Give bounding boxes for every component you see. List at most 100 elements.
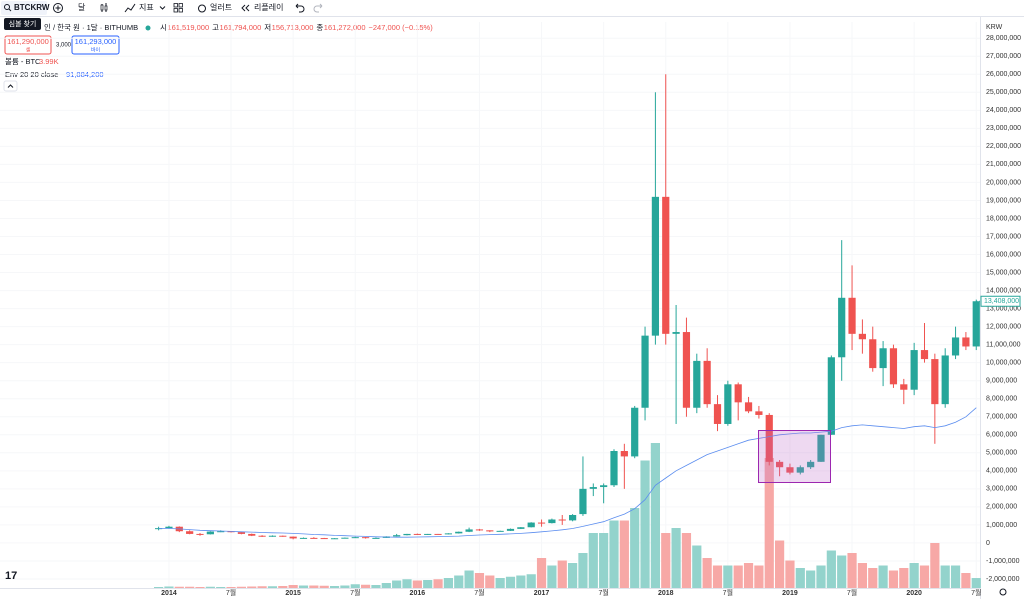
volume-bar xyxy=(723,565,733,588)
symbol-button[interactable] xyxy=(1,1,47,15)
volume-bar xyxy=(443,578,453,588)
volume-bar xyxy=(640,460,650,588)
x-tick-label: 7월 xyxy=(723,588,733,597)
candle-body xyxy=(734,384,742,403)
layout-icon[interactable] xyxy=(173,3,183,13)
candle-body xyxy=(713,404,722,424)
candle-body xyxy=(258,535,266,537)
candle-body xyxy=(341,537,349,539)
y-tick-label: 7,000,000 xyxy=(986,414,1017,421)
candle-body xyxy=(268,535,277,537)
x-tick-label: 7월 xyxy=(474,588,484,597)
candle-body xyxy=(248,533,256,536)
y-tick-label: 20,000,000 xyxy=(986,179,1021,186)
ohlc-key: 고 xyxy=(212,23,219,32)
plot xyxy=(155,74,980,540)
volume-bar xyxy=(847,553,857,588)
volume-bar xyxy=(174,586,184,588)
sell-label: 셀 xyxy=(26,46,31,53)
volume-bar xyxy=(806,570,816,588)
candle-body xyxy=(362,537,370,539)
buy-button[interactable] xyxy=(71,35,120,55)
candle-body xyxy=(600,485,608,488)
volume-label: 볼륨 - BTC xyxy=(5,57,41,66)
candle-body xyxy=(496,530,504,532)
candle-body xyxy=(279,535,287,537)
redo[interactable] xyxy=(313,3,323,13)
y-tick-label: 21,000,000 xyxy=(986,161,1021,168)
candle-body xyxy=(879,348,887,369)
dropdown[interactable] xyxy=(159,6,166,10)
x-tick-label: 2014 xyxy=(161,590,177,597)
candle-body xyxy=(610,451,618,486)
replay[interactable]: 리플레이 xyxy=(254,2,283,12)
volume-bar xyxy=(412,580,422,588)
y-tick-label: 23,000,000 xyxy=(986,125,1021,132)
volume-bar xyxy=(930,543,940,588)
candle-body xyxy=(206,531,214,535)
indicators-icon xyxy=(124,3,136,13)
candle-body xyxy=(920,350,929,360)
candle-body xyxy=(848,297,856,334)
x-tick-label: 7월 xyxy=(598,588,608,597)
volume-bar xyxy=(164,586,174,588)
ohlc-key: 저 xyxy=(264,23,271,32)
replay-icon xyxy=(241,4,250,12)
y-tick-label: 11,000,000 xyxy=(986,341,1021,348)
toolbar: BTCKRW 달 지표 얼러트 리플레이 xyxy=(0,0,1024,17)
candle-body xyxy=(858,333,866,340)
rectangle-drawing[interactable] xyxy=(758,430,831,483)
alert[interactable]: 얼러트 xyxy=(210,2,232,12)
candle-body xyxy=(755,411,763,415)
volume-bar xyxy=(195,587,205,588)
chart-style-icon xyxy=(104,5,108,11)
volume-bar xyxy=(971,578,981,588)
volume-bar xyxy=(878,565,888,588)
y-tick-label: 6,000,000 xyxy=(986,432,1017,439)
y-tick-label: 12,000,000 xyxy=(986,323,1021,330)
search-icon xyxy=(4,4,10,10)
volume-bar xyxy=(868,568,878,588)
settings[interactable] xyxy=(999,588,1007,596)
candle-body xyxy=(393,535,401,537)
search-icon xyxy=(8,8,12,12)
ohlc-value: 156,713,000 xyxy=(272,23,314,32)
candle-body xyxy=(827,357,835,435)
candle-body xyxy=(910,350,918,390)
candle-body xyxy=(299,537,308,539)
undo[interactable] xyxy=(295,3,305,13)
candle-body xyxy=(237,532,245,534)
candle-body xyxy=(455,531,463,534)
indicators[interactable]: 지표 xyxy=(139,3,154,12)
volume-bar xyxy=(267,586,278,588)
buy-label: 바이 xyxy=(91,46,100,53)
y-tick-label: 28,000,000 xyxy=(986,35,1021,42)
candle-body xyxy=(558,519,566,521)
interval[interactable]: 달 xyxy=(78,3,86,12)
volume-bar xyxy=(743,563,754,588)
x-tick-label: 2017 xyxy=(534,590,550,597)
logo[interactable]: 17 xyxy=(5,570,17,582)
candle-body xyxy=(196,533,204,535)
sell-button[interactable] xyxy=(4,35,52,55)
volume-pane xyxy=(154,443,981,588)
collapse-legend[interactable] xyxy=(3,80,18,92)
volume-bar xyxy=(661,533,671,588)
volume-bar xyxy=(205,586,215,588)
candle-body xyxy=(589,487,597,489)
volume-bar xyxy=(692,545,702,588)
volume-bar xyxy=(795,568,805,588)
candle-body xyxy=(403,533,411,536)
volume-bar xyxy=(630,508,640,588)
volume-bar xyxy=(961,573,971,588)
symbol[interactable]: BTCKRW xyxy=(14,3,50,12)
candle-body xyxy=(962,337,970,347)
y-tick-label: 0 xyxy=(986,540,990,547)
y-tick-label: 1,000,000 xyxy=(986,522,1017,529)
volume-bar xyxy=(899,568,909,588)
volume-bar xyxy=(361,584,371,588)
candle-body xyxy=(372,537,380,539)
candle-body xyxy=(548,519,556,524)
add-symbol[interactable] xyxy=(53,3,63,13)
toolbar-bg xyxy=(0,0,1024,16)
